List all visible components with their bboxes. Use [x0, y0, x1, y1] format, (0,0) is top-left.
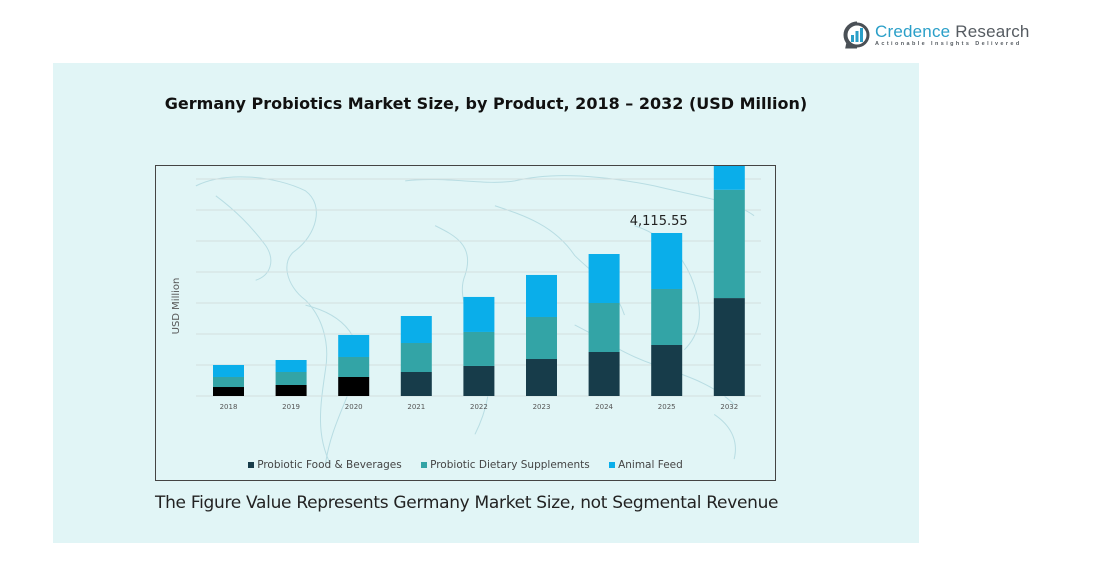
legend-swatch-food-beverages — [248, 462, 255, 468]
bar-segment-food-beverages — [213, 387, 244, 396]
bar-segment-food-beverages — [275, 384, 307, 396]
bar-segment-food-beverages — [526, 359, 557, 396]
bar-segment-food-beverages — [713, 298, 745, 396]
x-tick-label: 2023 — [533, 403, 551, 411]
y-axis-label: USD Million — [171, 278, 182, 335]
bar-segment-animal-feed — [400, 315, 432, 344]
bar-segment-food-beverages — [338, 376, 370, 396]
legend-label: Animal Feed — [618, 459, 683, 471]
legend-label: Probiotic Dietary Supplements — [430, 459, 590, 471]
x-tick-label: 2020 — [345, 403, 363, 411]
bar-chart-bubble-logo-icon — [843, 21, 871, 49]
brand-name: Credence Research — [875, 21, 1030, 41]
bar-segment-dietary-supplements — [588, 303, 620, 352]
legend-item-animal-feed: Animal Feed — [609, 459, 683, 471]
bar-segment-food-beverages — [400, 371, 432, 396]
x-tick-label: 2018 — [220, 403, 238, 411]
x-tick-label: 2021 — [407, 403, 425, 411]
legend: Probiotic Food & Beverages Probiotic Die… — [156, 459, 775, 471]
bar-segment-dietary-supplements — [463, 331, 495, 366]
bar-segment-animal-feed — [651, 233, 683, 289]
plot-area: 2018 2019 2020 2021 2022 2023 2024 2025 4,115.55… — [171, 166, 761, 411]
bar-segment-dietary-supplements — [651, 288, 683, 345]
x-tick-label: 2032 — [720, 403, 738, 411]
bar-segment-dietary-supplements — [400, 343, 432, 372]
x-tick-label: 2025 — [658, 403, 676, 411]
x-tick-label: 2019 — [282, 403, 300, 411]
legend-label: Probiotic Food & Beverages — [257, 459, 402, 471]
bar-segment-animal-feed — [588, 254, 620, 304]
chart-frame: 2018 2019 2020 2021 2022 2023 2024 2025 4,115.55… — [155, 165, 776, 481]
brand-tagline: Actionable Insights Delivered — [875, 40, 1022, 47]
bar-segment-animal-feed — [213, 364, 244, 377]
bar-segment-animal-feed — [526, 274, 557, 317]
bar-segment-dietary-supplements — [275, 371, 307, 385]
legend-item-dietary-supplements: Probiotic Dietary Supplements — [421, 459, 590, 471]
bar-segment-dietary-supplements — [338, 356, 370, 377]
legend-swatch-animal-feed — [609, 462, 616, 468]
bar-segment-animal-feed — [338, 334, 370, 357]
data-label: 4,115.55 — [630, 214, 688, 229]
footnote: The Figure Value Represents Germany Mark… — [155, 493, 779, 513]
x-tick-label: 2024 — [595, 403, 613, 411]
brand-logo: Credence Research Actionable Insights De… — [843, 20, 1030, 50]
chart-title: Germany Probiotics Market Size, by Produ… — [164, 94, 808, 113]
chart-panel: Germany Probiotics Market Size, by Produ… — [53, 63, 919, 543]
x-tick-label: 2022 — [470, 403, 488, 411]
bar-segment-dietary-supplements — [213, 376, 244, 388]
legend-swatch-dietary-supplements — [421, 462, 428, 468]
bar-segment-dietary-supplements — [526, 316, 557, 360]
bar-segment-food-beverages — [651, 344, 683, 396]
bar-segment-food-beverages — [588, 351, 620, 396]
bar-segment-animal-feed — [713, 166, 745, 190]
bar-segment-food-beverages — [463, 365, 495, 396]
bar-segment-dietary-supplements — [713, 189, 745, 299]
legend-item-food-beverages: Probiotic Food & Beverages — [248, 459, 402, 471]
bar-segment-animal-feed — [275, 359, 307, 372]
bar-segment-animal-feed — [463, 296, 495, 332]
